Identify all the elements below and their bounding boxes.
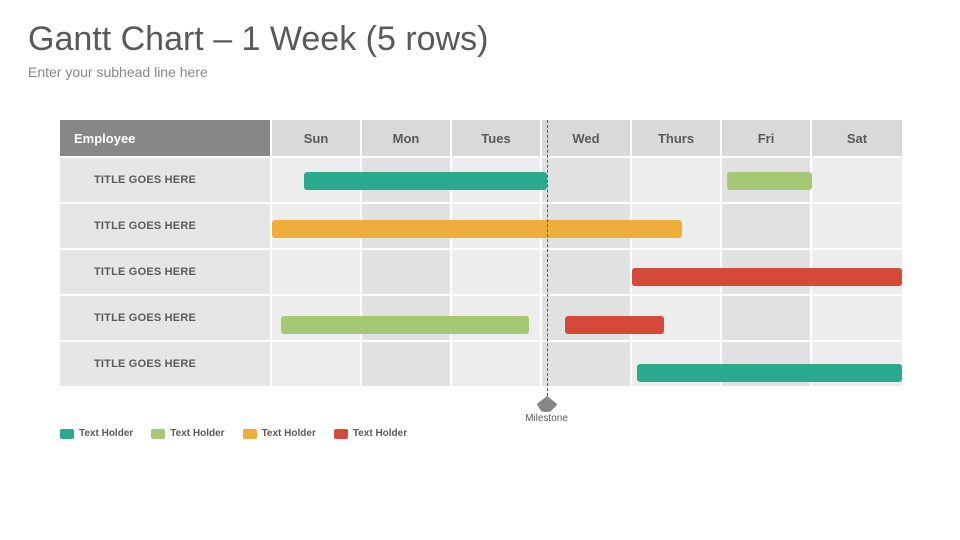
row-label: TITLE GOES HERE bbox=[60, 204, 272, 248]
header-employee: Employee bbox=[60, 120, 272, 156]
header-day-sat: Sat bbox=[812, 120, 902, 156]
gantt-row: TITLE GOES HERE bbox=[60, 340, 902, 386]
header-day-tues: Tues bbox=[452, 120, 542, 156]
header-day-sun: Sun bbox=[272, 120, 362, 156]
legend-item: Text Holder bbox=[151, 428, 224, 439]
legend-item: Text Holder bbox=[334, 428, 407, 439]
legend-label: Text Holder bbox=[353, 428, 407, 439]
row-label: TITLE GOES HERE bbox=[60, 296, 272, 340]
legend-label: Text Holder bbox=[262, 428, 316, 439]
page-title: Gantt Chart – 1 Week (5 rows) bbox=[28, 20, 488, 59]
gantt-row: TITLE GOES HERE bbox=[60, 248, 902, 294]
gantt-row: TITLE GOES HERE bbox=[60, 202, 902, 248]
legend-label: Text Holder bbox=[170, 428, 224, 439]
legend-swatch bbox=[243, 429, 257, 439]
legend-label: Text Holder bbox=[79, 428, 133, 439]
row-label: TITLE GOES HERE bbox=[60, 158, 272, 202]
legend-swatch bbox=[334, 429, 348, 439]
gantt-row: TITLE GOES HERE bbox=[60, 156, 902, 202]
legend-swatch bbox=[151, 429, 165, 439]
row-label: TITLE GOES HERE bbox=[60, 250, 272, 294]
row-label: TITLE GOES HERE bbox=[60, 342, 272, 386]
milestone-marker-icon bbox=[536, 396, 558, 412]
header-day-mon: Mon bbox=[362, 120, 452, 156]
legend: Text Holder Text Holder Text Holder Text… bbox=[60, 428, 407, 439]
legend-swatch bbox=[60, 429, 74, 439]
header-day-thurs: Thurs bbox=[632, 120, 722, 156]
gantt-row: TITLE GOES HERE bbox=[60, 294, 902, 340]
legend-item: Text Holder bbox=[243, 428, 316, 439]
gantt-header-row: Employee Sun Mon Tues Wed Thurs Fri Sat bbox=[60, 120, 902, 156]
header-day-fri: Fri bbox=[722, 120, 812, 156]
milestone-label: Milestone bbox=[525, 413, 568, 424]
page-subtitle: Enter your subhead line here bbox=[28, 64, 208, 80]
header-day-wed: Wed bbox=[542, 120, 632, 156]
legend-item: Text Holder bbox=[60, 428, 133, 439]
gantt-chart: Employee Sun Mon Tues Wed Thurs Fri Sat … bbox=[60, 120, 902, 386]
